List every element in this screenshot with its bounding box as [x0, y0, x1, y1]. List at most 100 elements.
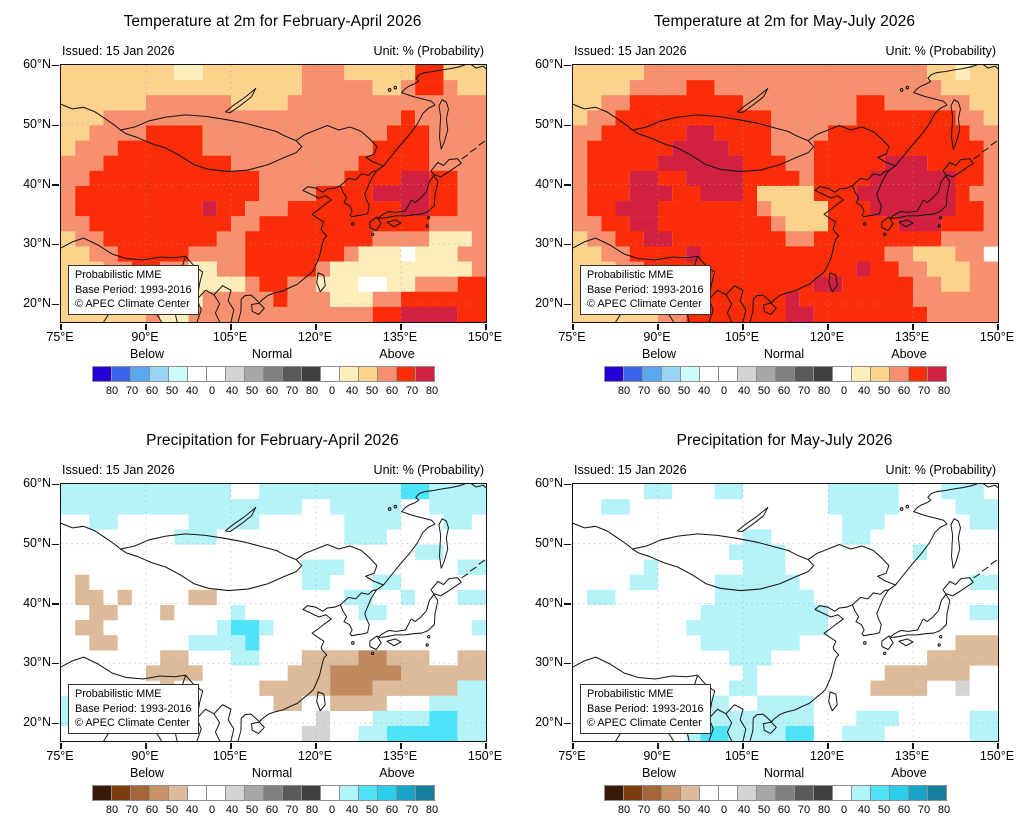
- colorbar-tick-label: 40: [185, 385, 199, 397]
- colorbar-group-label: Normal: [763, 347, 805, 361]
- colorbar-tick-label: 60: [385, 385, 399, 397]
- y-axis-tick: [564, 483, 571, 486]
- colorbar-cell: [301, 366, 321, 382]
- colorbar-cell: [282, 366, 302, 382]
- x-axis-tick: [572, 742, 574, 749]
- inset-line-2: Base Period: 1993-2016: [75, 283, 192, 296]
- issued-label: Issued: 15 Jan 2026: [574, 44, 687, 58]
- y-axis-tick: [52, 663, 59, 665]
- x-axis-tick: [657, 323, 659, 330]
- x-axis-label: 150°E: [979, 749, 1015, 763]
- colorbar-cell: [149, 366, 169, 382]
- colorbar-cell: [225, 785, 245, 801]
- colorbar-tick-label: 50: [165, 804, 179, 816]
- forecast-panel-temp-fma: Temperature at 2m for February-April 202…: [0, 0, 512, 419]
- colorbar-cell: [111, 366, 131, 382]
- colorbar-cell: [870, 366, 890, 382]
- x-axis-label: 135°E: [894, 749, 930, 763]
- inset-credit-box: Probabilistic MME Base Period: 1993-2016…: [68, 265, 200, 315]
- colorbar-cell: [604, 366, 624, 382]
- colorbar-cell: [358, 366, 378, 382]
- colorbar-tick-label: 0: [720, 804, 728, 816]
- y-axis-label: 30°N: [23, 236, 51, 251]
- colorbar-zone: Below Normal Above 80 70 60 50 40 0 40 50 60 70 80 0 40…: [92, 765, 453, 827]
- colorbar-group-label: Below: [129, 347, 165, 361]
- colorbar-tick-label: 50: [245, 804, 259, 816]
- colorbar-group-label: Below: [641, 766, 677, 780]
- y-axis-label: 20°N: [23, 715, 51, 730]
- colorbar-group-label: Above: [891, 347, 927, 361]
- inset-line-3: © APEC Climate Center: [75, 297, 190, 310]
- y-axis-tick: [564, 244, 571, 246]
- colorbar-tick-label: 60: [777, 804, 791, 816]
- colorbar-tick-label: 40: [737, 804, 751, 816]
- colorbar-cell: [282, 785, 302, 801]
- colorbar-cell: [604, 785, 624, 801]
- colorbar-cell: [92, 785, 112, 801]
- x-axis-label: 75°E: [46, 330, 74, 344]
- y-axis-tick: [52, 603, 59, 605]
- y-axis-tick: [564, 184, 571, 186]
- colorbar-tick-label: 80: [617, 804, 631, 816]
- colorbar-cell: [680, 785, 700, 801]
- x-axis-tick: [997, 323, 999, 330]
- colorbar-cell: [737, 366, 757, 382]
- map-plot-area: Probabilistic MME Base Period: 1993-2016…: [572, 483, 999, 742]
- x-axis-label: 75°E: [46, 749, 74, 763]
- colorbar-tick-label: 80: [105, 385, 119, 397]
- inset-line-2: Base Period: 1993-2016: [587, 702, 704, 715]
- colorbar-tick-label: 40: [225, 385, 239, 397]
- colorbar-tick-label: 70: [405, 385, 419, 397]
- x-axis-label: 90°E: [131, 749, 159, 763]
- colorbar-tick-label: 50: [877, 804, 891, 816]
- colorbar-tick-label: 80: [937, 804, 951, 816]
- colorbar-tick-label: 0: [840, 385, 848, 397]
- colorbar-zone: Below Normal Above 80 70 60 50 40 0 40 50 60 70 80 0 40…: [604, 765, 965, 827]
- x-axis-tick: [400, 323, 402, 330]
- y-axis-tick: [564, 663, 571, 665]
- x-axis-tick: [145, 742, 147, 749]
- x-axis-label: 105°E: [212, 330, 248, 344]
- colorbar: [604, 366, 947, 382]
- x-axis-tick: [60, 323, 62, 330]
- x-axis-tick: [742, 323, 744, 330]
- colorbar-tick-label: 70: [797, 804, 811, 816]
- colorbar-group-label: Below: [129, 766, 165, 780]
- y-axis-tick: [52, 722, 59, 725]
- colorbar-cell: [225, 366, 245, 382]
- x-axis-tick: [315, 323, 317, 330]
- colorbar-tick-label: 80: [105, 804, 119, 816]
- colorbar-tick-label: 0: [328, 804, 336, 816]
- colorbar-cell: [111, 785, 131, 801]
- colorbar-cell: [415, 366, 435, 382]
- colorbar-cell: [206, 366, 226, 382]
- x-axis-label: 150°E: [979, 330, 1015, 344]
- y-axis-label: 20°N: [535, 296, 563, 311]
- x-axis-label: 135°E: [382, 749, 418, 763]
- colorbar-cell: [168, 366, 188, 382]
- colorbar-cell: [339, 785, 359, 801]
- colorbar-tick-label: 70: [285, 804, 299, 816]
- colorbar-cell: [168, 785, 188, 801]
- colorbar-group-label: Above: [379, 347, 415, 361]
- forecast-panel-temp-mjj: Temperature at 2m for May-July 2026 Issu…: [512, 0, 1024, 419]
- colorbar-group-label: Below: [641, 347, 677, 361]
- colorbar-tick-label: 80: [305, 804, 319, 816]
- inset-line-2: Base Period: 1993-2016: [75, 702, 192, 715]
- x-axis-tick: [230, 323, 232, 330]
- colorbar-cell: [187, 366, 207, 382]
- x-axis-tick: [485, 742, 487, 749]
- colorbar-tick-label: 50: [677, 804, 691, 816]
- colorbar-cell: [396, 366, 416, 382]
- colorbar-cell: [870, 785, 890, 801]
- inset-credit-box: Probabilistic MME Base Period: 1993-2016…: [580, 265, 712, 315]
- colorbar-cell: [680, 366, 700, 382]
- x-axis-label: 120°E: [297, 330, 333, 344]
- x-axis-tick: [912, 323, 914, 330]
- colorbar-cell: [244, 366, 264, 382]
- colorbar-group-label: Normal: [251, 766, 293, 780]
- y-axis-label: 50°N: [535, 116, 563, 131]
- colorbar-tick-label: 70: [125, 804, 139, 816]
- colorbar-tick-label: 70: [637, 385, 651, 397]
- colorbar-tick-label: 0: [328, 385, 336, 397]
